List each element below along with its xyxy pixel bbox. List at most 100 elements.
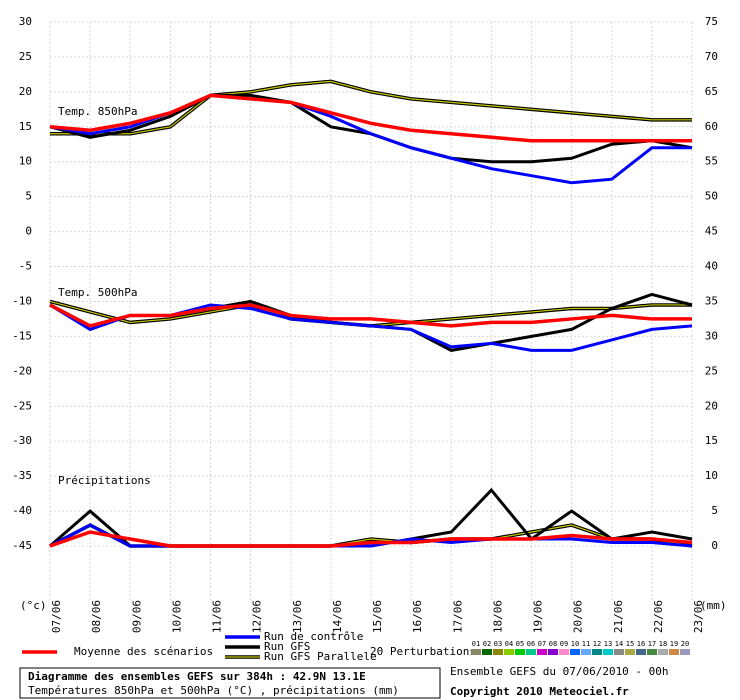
perturbation-label: 17 <box>648 640 656 648</box>
y2-tick-label: 60 <box>705 120 718 133</box>
panel-label: Temp. 500hPa <box>58 286 137 299</box>
perturbation-swatch <box>625 649 635 655</box>
x-tick-label: 16/06 <box>411 600 424 633</box>
legend-label: Moyenne des scénarios <box>74 645 213 658</box>
x-tick-label: 18/06 <box>491 600 504 633</box>
panel-label: Temp. 850hPa <box>58 105 137 118</box>
perturbation-swatch <box>559 649 569 655</box>
y-tick-label: 0 <box>25 225 32 238</box>
y2-tick-label: 40 <box>705 260 718 273</box>
y2-tick-label: 30 <box>705 329 718 342</box>
x-tick-label: 22/06 <box>652 600 665 633</box>
perturbation-label: 02 <box>483 640 491 648</box>
perturbation-label: 12 <box>593 640 601 648</box>
title-box <box>19 667 441 699</box>
legend-label: Run de contrôle <box>264 630 363 643</box>
perturbation-label: 15 <box>626 640 634 648</box>
x-tick-label: 15/06 <box>371 600 384 633</box>
series-line <box>50 80 692 135</box>
perturbation-swatch <box>658 649 668 655</box>
perturbation-label: 07 <box>538 640 546 648</box>
y-tick-label: 25 <box>19 50 32 63</box>
y2-tick-label: 25 <box>705 364 718 377</box>
y-tick-label: -20 <box>12 364 32 377</box>
y-tick-label: 5 <box>25 190 32 203</box>
perturbation-label: 16 <box>637 640 645 648</box>
y2-tick-label: 5 <box>711 504 718 517</box>
run-label: Ensemble GEFS du 07/06/2010 - 00h <box>450 665 669 678</box>
x-tick-label: 20/06 <box>572 600 585 633</box>
x-tick-label: 14/06 <box>331 600 344 633</box>
perturbation-label: 14 <box>615 640 623 648</box>
perturbation-label: 01 <box>472 640 480 648</box>
x-tick-label: 10/06 <box>170 600 183 633</box>
perturbation-label: 20 <box>681 640 689 648</box>
y-tick-label: -25 <box>12 399 32 412</box>
perturbation-swatch <box>636 649 646 655</box>
perturbation-swatch <box>526 649 536 655</box>
copyright: Copyright 2010 Meteociel.fr <box>450 685 629 698</box>
y-tick-label: -10 <box>12 294 32 307</box>
perturbation-swatch <box>548 649 558 655</box>
perturbation-label: 11 <box>582 640 590 648</box>
y-tick-label: -45 <box>12 539 32 552</box>
perturbation-label: 05 <box>516 640 524 648</box>
legend-label: Run GFS Parallele <box>264 650 377 663</box>
y2-tick-label: 55 <box>705 155 718 168</box>
perturbation-swatch <box>647 649 657 655</box>
perturbation-label: 09 <box>560 640 568 648</box>
y-tick-label: -5 <box>19 260 32 273</box>
perturbation-swatch <box>614 649 624 655</box>
x-tick-label: 13/06 <box>291 600 304 633</box>
y-tick-label: 20 <box>19 85 32 98</box>
series-line <box>49 303 692 328</box>
y-tick-label: -30 <box>12 434 32 447</box>
y2-tick-label: 70 <box>705 50 718 63</box>
perturbation-label: 03 <box>494 640 502 648</box>
x-tick-label: 09/06 <box>130 600 143 633</box>
x-tick-label: 07/06 <box>50 600 63 633</box>
y2-tick-label: 35 <box>705 294 718 307</box>
y2-tick-label: 20 <box>705 399 718 412</box>
perturbation-swatch <box>515 649 525 655</box>
y2-tick-label: 65 <box>705 85 718 98</box>
y2-tick-label: 10 <box>705 469 718 482</box>
perturbation-label: 18 <box>659 640 667 648</box>
y-tick-label: -15 <box>12 329 32 342</box>
y-tick-label: 10 <box>19 155 32 168</box>
perturbation-label: 06 <box>527 640 535 648</box>
chart-title: Diagramme des ensembles GEFS sur 384h : … <box>28 670 366 683</box>
perturbation-swatch <box>581 649 591 655</box>
perturbation-swatch <box>570 649 580 655</box>
y2-tick-label: 15 <box>705 434 718 447</box>
x-tick-label: 11/06 <box>211 600 224 633</box>
perturbation-swatch <box>493 649 503 655</box>
panel-label: Précipitations <box>58 474 151 487</box>
y2-tick-label: 45 <box>705 225 718 238</box>
x-tick-label: 17/06 <box>451 600 464 633</box>
legend-label: Run GFS <box>264 640 310 653</box>
perturbation-swatch <box>537 649 547 655</box>
y-tick-label: -35 <box>12 469 32 482</box>
perturbation-label: 10 <box>571 640 579 648</box>
y2-tick-label: 75 <box>705 15 718 28</box>
perturbation-swatch <box>482 649 492 655</box>
perturbation-swatch <box>680 649 690 655</box>
y-axis-label: (°c) <box>20 599 47 612</box>
y-tick-label: 30 <box>19 15 32 28</box>
perturbation-swatch <box>592 649 602 655</box>
perturbation-label: 13 <box>604 640 612 648</box>
perturbation-swatch <box>471 649 481 655</box>
chart-subtitle: Températures 850hPa et 500hPa (°C) , pré… <box>28 684 399 697</box>
y2-axis-label: (mm) <box>700 599 727 612</box>
x-tick-label: 12/06 <box>251 600 264 633</box>
y-tick-label: 15 <box>19 120 32 133</box>
x-tick-label: 21/06 <box>612 600 625 633</box>
perturbation-swatch <box>669 649 679 655</box>
x-tick-label: 19/06 <box>532 600 545 633</box>
perturbation-label: 04 <box>505 640 513 648</box>
perturbations-label: 20 Perturbations <box>370 645 476 658</box>
perturbation-label: 08 <box>549 640 557 648</box>
y2-tick-label: 50 <box>705 190 718 203</box>
